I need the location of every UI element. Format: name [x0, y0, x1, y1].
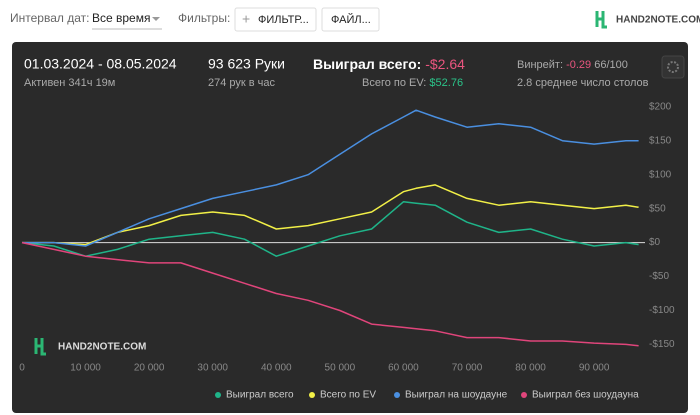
legend-label: Выиграл без шоудауна: [532, 389, 639, 401]
series-line: [22, 184, 639, 246]
x-tick-label: 20 000: [134, 363, 165, 374]
y-tick-label: $50: [649, 203, 666, 214]
ev-label: Всего по EV:: [362, 77, 426, 89]
legend-marker: [394, 392, 400, 398]
dropdown-arrow[interactable]: [152, 17, 160, 21]
legend-marker: [215, 392, 221, 398]
plus-icon: +: [242, 11, 250, 27]
won-total: Выиграл всего: -$2.64: [313, 56, 465, 72]
winrate-unit: 66/100: [594, 59, 628, 71]
panel: [12, 42, 688, 413]
settings-button[interactable]: [661, 55, 685, 79]
x-tick-label: 0: [19, 363, 25, 374]
gear-icon: [667, 61, 679, 73]
legend-marker: [521, 392, 527, 398]
legend-label: Выиграл на шоудауне: [405, 390, 508, 401]
y-tick-label: -$50: [649, 271, 669, 282]
hands: 93 623 Руки: [208, 56, 285, 72]
x-tick-label: 70 000: [452, 363, 483, 374]
date-select[interactable]: Все время: [92, 11, 150, 25]
winrate-value: -0.29: [566, 59, 591, 71]
filters-label: Фильтры:: [178, 11, 230, 25]
filter-button-text: ФИЛЬТР...: [258, 14, 309, 26]
series-line: [21, 201, 639, 257]
won-value: -$2.64: [425, 56, 465, 72]
y-tick-label: -$150: [649, 339, 675, 350]
x-tick-label: 40 000: [261, 363, 292, 374]
x-tick-label: 50 000: [325, 363, 356, 374]
series-line: [22, 109, 639, 247]
y-tick-label: $200: [649, 101, 672, 112]
logo-icon: [595, 11, 607, 29]
logo: HAND2NOTE.COM: [616, 15, 700, 26]
hands-per-hour: 274 рук в час: [208, 77, 276, 89]
won-label: Выиграл всего:: [313, 56, 421, 72]
y-tick-label: -$100: [649, 305, 675, 316]
x-tick-label: 10 000: [70, 363, 101, 374]
x-tick-label: 60 000: [388, 363, 419, 374]
ev-value: $52.76: [429, 77, 463, 89]
watermark: HAND2NOTE.COM: [58, 342, 146, 353]
file-button[interactable]: [321, 7, 380, 32]
winrate: Винрейт: -0.29 66/100: [517, 59, 628, 71]
legend-label: Выиграл всего: [226, 390, 294, 401]
ev-total: Всего по EV: $52.76: [362, 77, 463, 89]
x-tick-label: 90 000: [579, 363, 610, 374]
file-button-text: ФАЙЛ...: [331, 13, 371, 26]
active-time: Активен 341ч 19м: [24, 77, 115, 89]
y-tick-label: $0: [649, 237, 661, 248]
y-tick-label: $150: [649, 135, 672, 146]
y-tick-label: $100: [649, 169, 672, 180]
tables: 2.8 среднее число столов: [517, 77, 649, 89]
legend-marker: [309, 392, 315, 398]
date-label: Интервал дат:: [10, 11, 89, 25]
winrate-label: Винрейт:: [517, 59, 563, 71]
watermark-icon: [34, 338, 46, 356]
x-tick-label: 80 000: [515, 363, 546, 374]
period: 01.03.2024 - 08.05.2024: [24, 56, 177, 72]
filter-button[interactable]: [234, 7, 317, 32]
chart: -$150 -$100 -$50 $0 $50 $100 $150 $200 0 10 000 20…: [19, 101, 675, 400]
legend-label: Всего по EV: [320, 390, 376, 401]
series-line: [21, 241, 639, 347]
x-tick-label: 30 000: [197, 363, 228, 374]
